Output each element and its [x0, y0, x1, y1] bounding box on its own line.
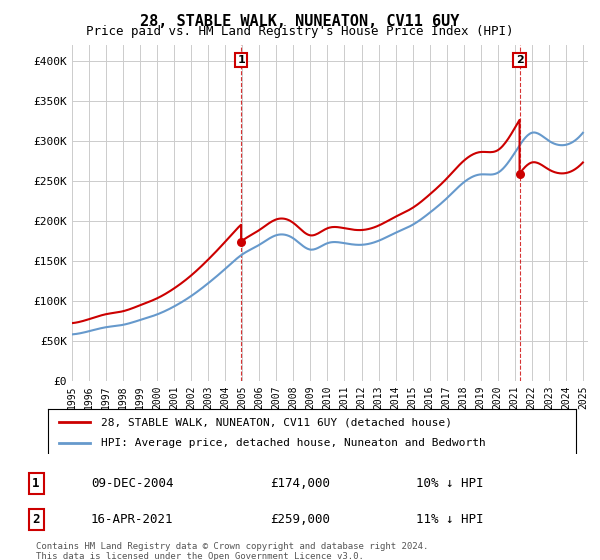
Text: HPI: Average price, detached house, Nuneaton and Bedworth: HPI: Average price, detached house, Nune…	[101, 438, 485, 448]
Text: 1: 1	[32, 477, 40, 490]
Point	[236, 237, 246, 246]
Text: 2: 2	[515, 55, 523, 65]
Text: Price paid vs. HM Land Registry's House Price Index (HPI): Price paid vs. HM Land Registry's House …	[86, 25, 514, 38]
Text: 1: 1	[237, 55, 245, 65]
Text: 28, STABLE WALK, NUNEATON, CV11 6UY (detached house): 28, STABLE WALK, NUNEATON, CV11 6UY (det…	[101, 417, 452, 427]
Text: 28, STABLE WALK, NUNEATON, CV11 6UY: 28, STABLE WALK, NUNEATON, CV11 6UY	[140, 14, 460, 29]
Text: £259,000: £259,000	[270, 513, 330, 526]
Text: 10% ↓ HPI: 10% ↓ HPI	[416, 477, 484, 490]
Text: 11% ↓ HPI: 11% ↓ HPI	[416, 513, 484, 526]
Text: 16-APR-2021: 16-APR-2021	[91, 513, 173, 526]
Text: 09-DEC-2004: 09-DEC-2004	[91, 477, 173, 490]
Text: £174,000: £174,000	[270, 477, 330, 490]
Text: Contains HM Land Registry data © Crown copyright and database right 2024.
This d: Contains HM Land Registry data © Crown c…	[36, 542, 428, 560]
Point	[515, 169, 524, 178]
Text: 2: 2	[32, 513, 40, 526]
